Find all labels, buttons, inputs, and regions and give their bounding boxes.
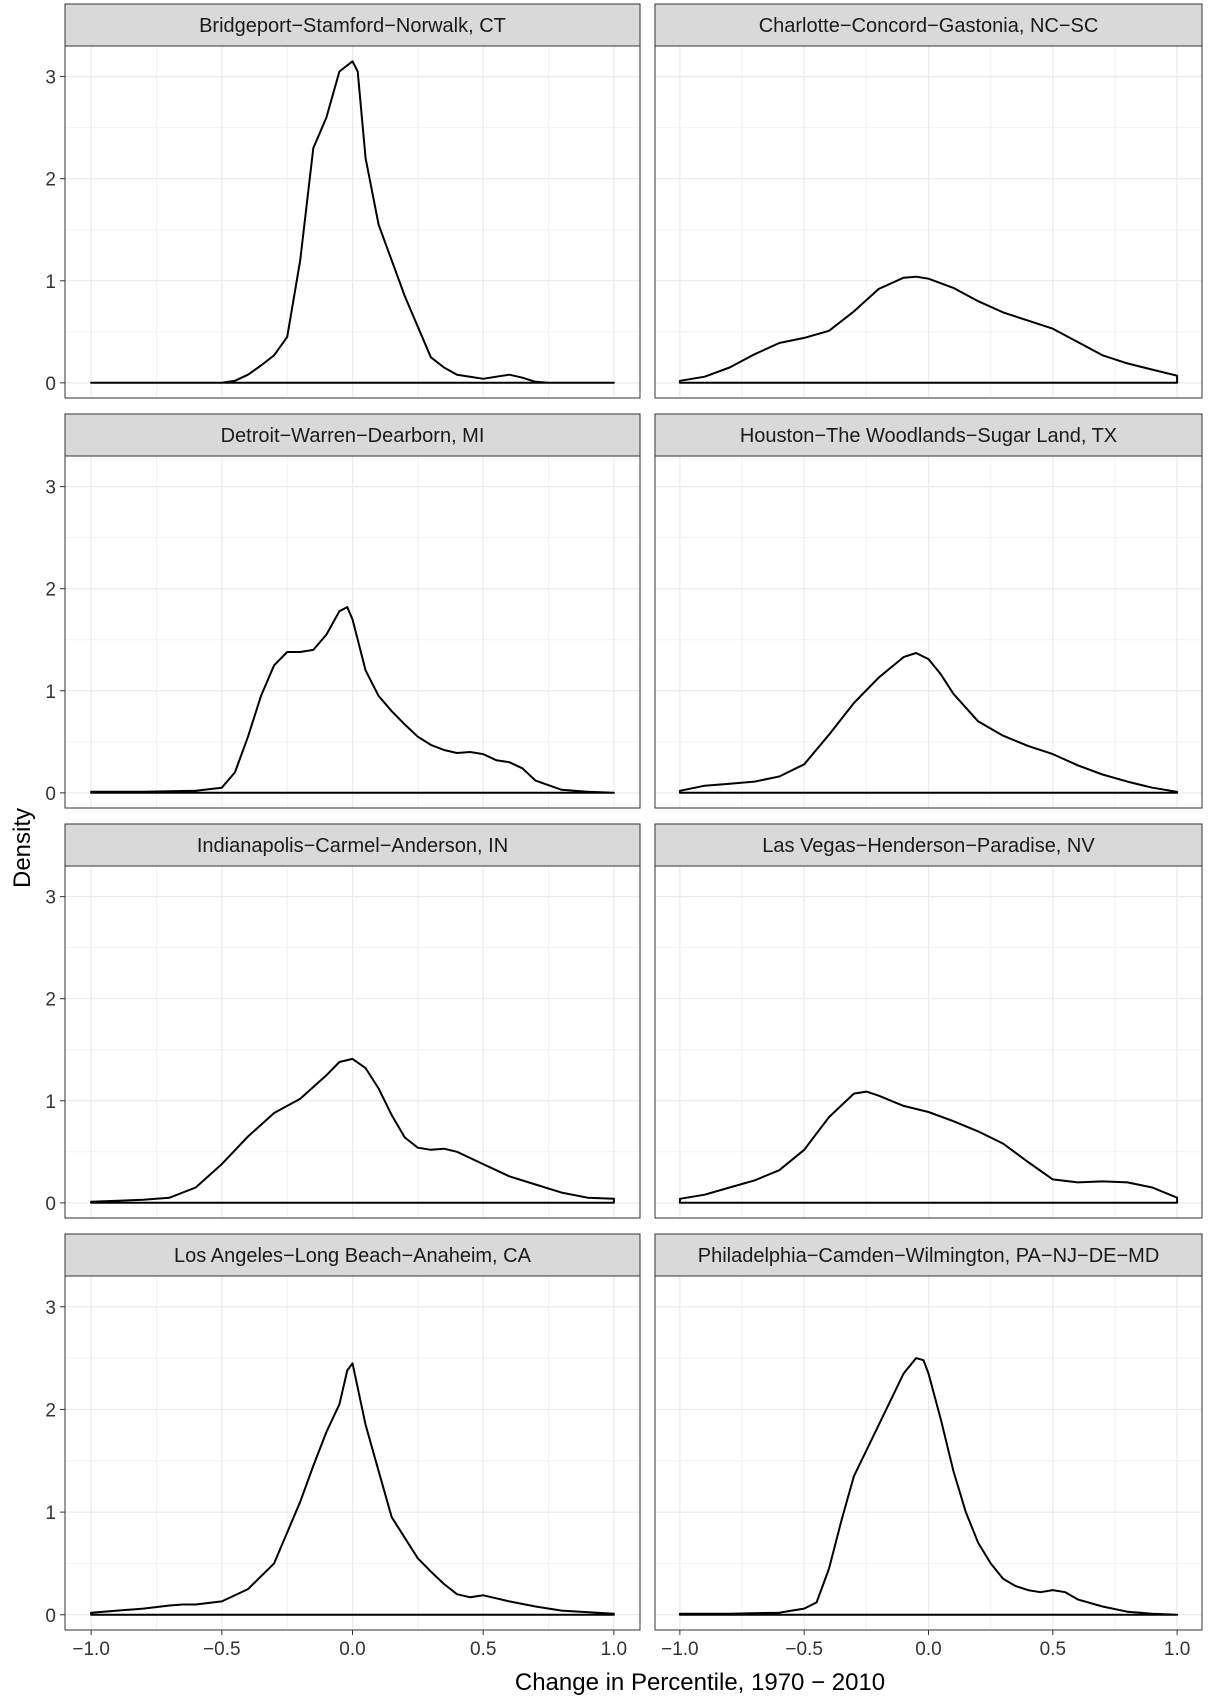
panel-border [654,865,1203,1219]
density-curve [678,1357,1179,1616]
facet-panel: Charlotte−Concord−Gastonia, NC−SC [654,3,1203,399]
y-tick-label: 0 [45,784,56,805]
facet-panel: Houston−The Woodlands−Sugar Land, TX [654,413,1203,809]
y-tick-label: 0 [45,1606,56,1627]
x-tick-label: 1.0 [1164,1639,1190,1660]
density-curve [678,275,1179,384]
facet-title: Indianapolis−Carmel−Anderson, IN [197,835,508,857]
facet-panel: Detroit−Warren−Dearborn, MI 0 1 2 3 [45,413,641,809]
facet-panel: Bridgeport−Stamford−Norwalk, CT 0 1 2 3 [45,3,641,399]
density-curve [90,60,615,384]
facet-strip [64,3,641,47]
facet-title: Charlotte−Concord−Gastonia, NC−SC [759,15,1099,37]
y-tick-label: 0 [45,1194,56,1215]
x-tick-label: −0.5 [785,1639,823,1660]
x-tick-label: 0.5 [1040,1639,1066,1660]
y-tick-label: 0 [45,374,56,395]
x-tick-label: −1.0 [72,1639,110,1660]
y-tick-label: 2 [45,990,56,1011]
x-tick-label: 0.0 [339,1639,365,1660]
y-axis-title: Density [9,808,36,888]
y-tick-label: 3 [45,68,56,89]
density-curve [678,1090,1179,1204]
facet-strip [654,823,1203,867]
y-tick-label: 2 [45,170,56,191]
facet-title: Detroit−Warren−Dearborn, MI [221,425,485,447]
facet-title: Los Angeles−Long Beach−Anaheim, CA [174,1245,532,1267]
y-tick-label: 1 [45,272,56,293]
facet-panel: Indianapolis−Carmel−Anderson, IN 0 1 2 3 [45,823,641,1219]
panel-border [64,455,641,809]
facet-panels: Bridgeport−Stamford−Norwalk, CT 0 1 2 3 Charl… [45,3,1203,1660]
facet-panel: Philadelphia−Camden−Wilmington, PA−NJ−DE… [654,1233,1203,1660]
panel-border [654,45,1203,399]
facet-title: Las Vegas−Henderson−Paradise, NV [762,835,1095,857]
facet-strip [654,3,1203,47]
panel-border [64,45,641,399]
density-curve [90,1362,615,1616]
panel-border [654,455,1203,809]
facet-panel: Los Angeles−Long Beach−Anaheim, CA 0 1 2 3 −1… [45,1233,641,1660]
facet-title: Houston−The Woodlands−Sugar Land, TX [740,425,1117,447]
x-tick-label: 0.0 [915,1639,941,1660]
x-tick-label: 1.0 [601,1639,627,1660]
y-tick-label: 3 [45,888,56,909]
y-tick-label: 1 [45,682,56,703]
facet-strip [654,413,1203,457]
y-tick-label: 3 [45,1298,56,1319]
y-tick-label: 1 [45,1503,56,1524]
facet-strip [64,823,641,867]
facet-title: Bridgeport−Stamford−Norwalk, CT [199,15,506,37]
facet-strip [64,413,641,457]
facet-panel: Las Vegas−Henderson−Paradise, NV [654,823,1203,1219]
y-tick-label: 1 [45,1092,56,1113]
x-tick-label: 0.5 [470,1639,496,1660]
x-axis-title: Change in Percentile, 1970 − 2010 [515,1669,885,1696]
facet-title: Philadelphia−Camden−Wilmington, PA−NJ−DE… [698,1245,1160,1267]
y-tick-label: 2 [45,1400,56,1421]
density-curve [678,652,1179,794]
density-curve [90,1057,615,1204]
y-tick-label: 3 [45,478,56,499]
panel-border [64,865,641,1219]
y-tick-label: 2 [45,580,56,601]
x-tick-label: −1.0 [661,1639,699,1660]
density-curve [90,606,615,794]
facet-strip [64,1233,641,1277]
x-tick-label: −0.5 [203,1639,241,1660]
